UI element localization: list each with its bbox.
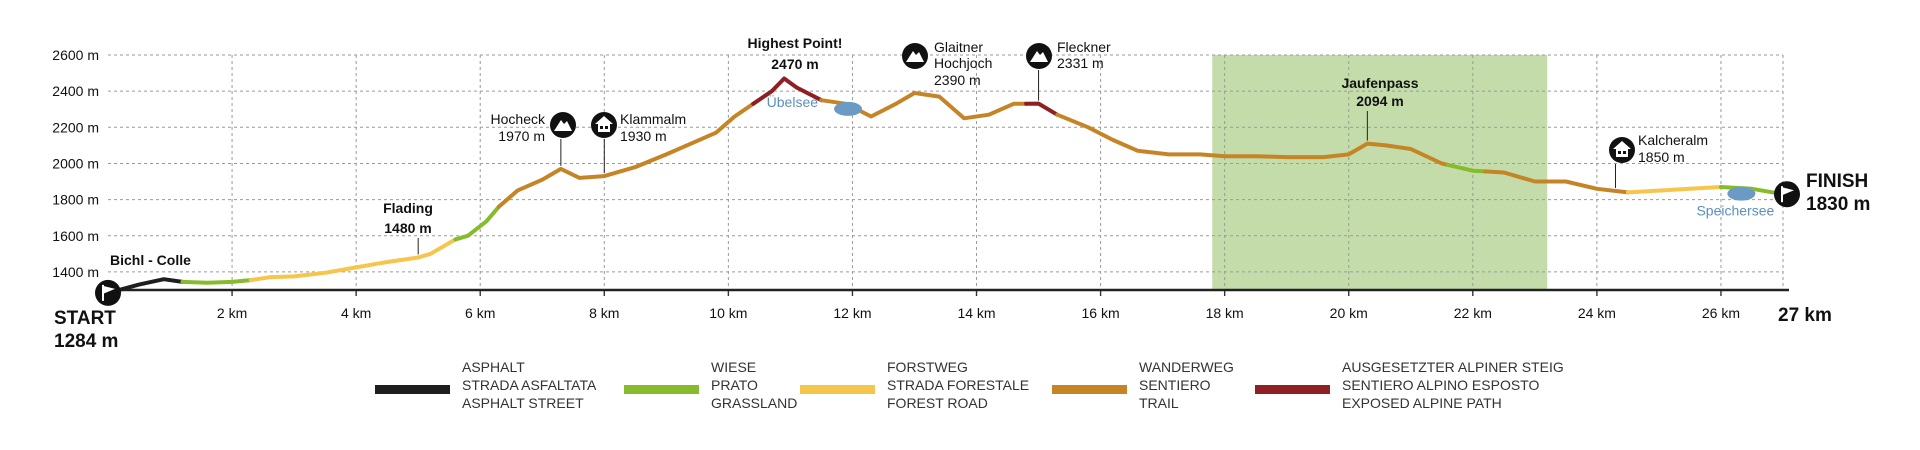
y-tick-label: 2000 m — [52, 155, 99, 171]
legend-label: AUSGESETZTER ALPINER STEIG — [1342, 359, 1564, 375]
legend-label: FORSTWEG — [887, 359, 968, 375]
finish-elevation: 1830 m — [1806, 194, 1870, 215]
annotation-label: Klammalm — [620, 111, 686, 127]
mountain-peak-icon — [902, 43, 928, 69]
x-tick-label: 22 km — [1454, 305, 1492, 321]
start-flag-icon — [95, 279, 121, 306]
annotation-label: Flading — [383, 200, 433, 216]
annotation-label: Glaitner — [934, 39, 983, 55]
start-label: START — [54, 308, 116, 329]
finish-flag-icon — [1774, 181, 1800, 208]
x-tick-label: 12 km — [833, 305, 871, 321]
finish-distance: 27 km — [1778, 305, 1832, 326]
annotation-elevation: 2094 m — [1356, 93, 1403, 109]
annotation-label: Fleckner — [1057, 39, 1111, 55]
segment-trail — [1055, 112, 1450, 167]
annotation-elevation: 2390 m — [934, 72, 981, 88]
y-tick-label: 2400 m — [52, 83, 99, 99]
lake-label: Speichersee — [1696, 203, 1774, 219]
annotation-label: Highest Point! — [748, 35, 843, 51]
legend-swatch-asphalt — [375, 385, 450, 394]
finish-label: FINISH — [1806, 171, 1868, 192]
legend-label: EXPOSED ALPINE PATH — [1342, 395, 1502, 411]
legend-swatch-alpine — [1255, 385, 1330, 394]
legend: ASPHALT STRADA ASFALTATA ASPHALT STREET WIE… — [375, 359, 1564, 411]
legend-swatch-grass — [624, 385, 699, 394]
legend-label: ASPHALT STREET — [462, 395, 584, 411]
legend-label: SENTIERO ALPINO ESPOSTO — [1342, 377, 1539, 393]
segment-alpine — [751, 76, 824, 106]
legend-label: STRADA ASFALTATA — [462, 377, 597, 393]
segment-grass — [1719, 185, 1785, 197]
lake-shape — [834, 101, 863, 116]
x-tick-label: 18 km — [1206, 305, 1244, 321]
y-tick-label: 1800 m — [52, 192, 99, 208]
legend-label: TRAIL — [1139, 395, 1179, 411]
segment-asphalt — [106, 277, 185, 295]
annotation-label: Hocheck — [491, 111, 546, 127]
mountain-hut-icon — [591, 112, 617, 138]
mountain-peak-icon — [1026, 43, 1052, 69]
legend-swatch-trail — [1052, 385, 1127, 394]
annotation-label: Jaufenpass — [1341, 75, 1418, 91]
x-tick-label: 14 km — [957, 305, 995, 321]
segment-grass — [180, 278, 253, 285]
mountain-hut-icon — [1609, 137, 1635, 163]
x-tick-label: 8 km — [589, 305, 619, 321]
x-tick-label: 4 km — [341, 305, 371, 321]
annotation-elevation: 1930 m — [620, 128, 667, 144]
y-tick-label: 1600 m — [52, 228, 99, 244]
start-elevation: 1284 m — [54, 331, 118, 352]
legend-label: WANDERWEG — [1139, 359, 1234, 375]
lake-label: Übelsee — [767, 93, 819, 110]
y-tick-label: 2600 m — [52, 47, 99, 63]
segment-alpine — [1024, 101, 1060, 117]
annotation-elevation: 1850 m — [1638, 149, 1685, 165]
segment-forest — [248, 237, 458, 283]
legend-swatch-forest — [800, 385, 875, 394]
legend-label: ASPHALT — [462, 359, 525, 375]
x-tick-label: 10 km — [709, 305, 747, 321]
annotation-elevation: 2470 m — [771, 56, 818, 72]
x-tick-label: 2 km — [217, 305, 247, 321]
lake-shape — [1727, 186, 1756, 201]
legend-label: WIESE — [711, 359, 756, 375]
annotation-elevation: 2331 m — [1057, 55, 1104, 71]
legend-label: PRATO — [711, 377, 758, 393]
legend-label: STRADA FORESTALE — [887, 377, 1029, 393]
legend-label: GRASSLAND — [711, 395, 797, 411]
annotation-label: Kalcheralm — [1638, 132, 1708, 148]
x-axis-ticks: 2 km 4 km 6 km 8 km 10 km 12 km 14 km 16 km 18 k… — [104, 288, 1789, 321]
legend-label: FOREST ROAD — [887, 395, 988, 411]
annotation-elevation: 1970 m — [498, 128, 545, 144]
annotation-label: Bichl - Colle — [110, 252, 191, 268]
x-tick-label: 24 km — [1578, 305, 1616, 321]
segment-forest — [1625, 185, 1723, 195]
y-axis-ticks: 1400 m 1600 m 1800 m 2000 m 2200 m 2400 m 2600… — [52, 47, 99, 280]
y-tick-label: 2200 m — [52, 119, 99, 135]
segment-trail — [496, 101, 756, 209]
annotation-elevation: 1480 m — [384, 220, 431, 236]
y-tick-label: 1400 m — [52, 264, 99, 280]
x-tick-label: 16 km — [1082, 305, 1120, 321]
x-tick-label: 26 km — [1702, 305, 1740, 321]
segment-grass — [1446, 162, 1488, 174]
segment-trail — [1483, 169, 1630, 195]
lakes: Übelsee Speichersee — [767, 93, 1775, 219]
segment-grass — [453, 204, 501, 242]
mountain-peak-icon — [550, 112, 576, 138]
legend-label: SENTIERO — [1139, 377, 1211, 393]
x-tick-label: 6 km — [465, 305, 495, 321]
annotation-label-line2: Hochjoch — [934, 55, 992, 71]
x-tick-label: 20 km — [1330, 305, 1368, 321]
